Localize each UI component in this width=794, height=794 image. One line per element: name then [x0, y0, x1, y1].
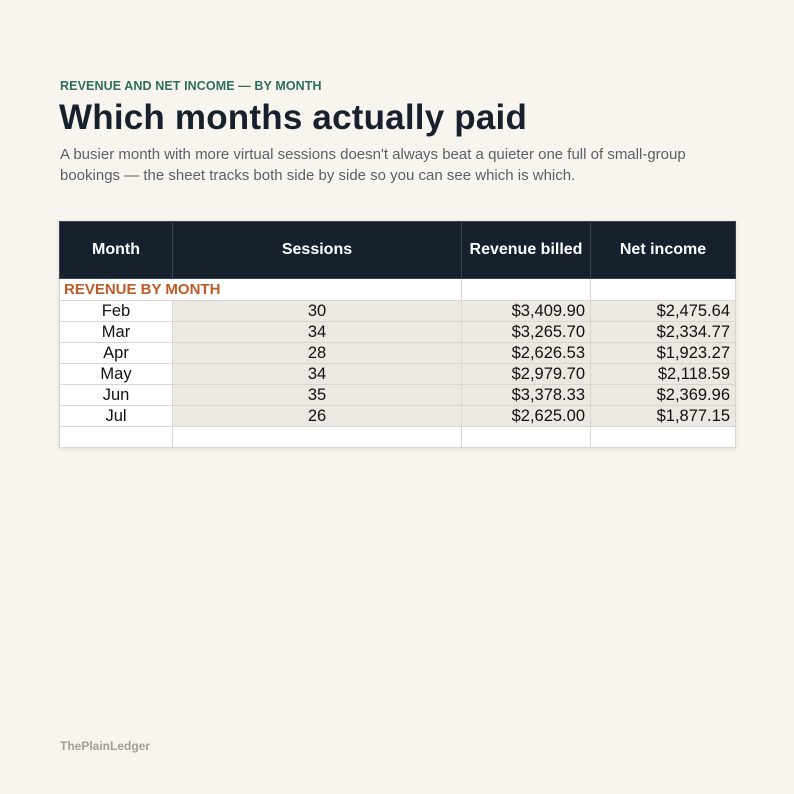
table-row: Apr 28 $2,626.53 $1,923.27	[59, 342, 736, 364]
table-row: Jul 26 $2,625.00 $1,877.15	[59, 405, 736, 427]
empty-cell[interactable]	[590, 426, 736, 448]
revenue-cell[interactable]: $2,625.00	[461, 405, 591, 427]
sheet-title-cell[interactable]: REVENUE BY MONTH	[59, 278, 462, 301]
net-income-cell[interactable]: $2,118.59	[590, 363, 736, 385]
header-net-income[interactable]: Net income	[590, 221, 736, 279]
header-revenue-billed[interactable]: Revenue billed	[461, 221, 591, 279]
sessions-cell[interactable]: 34	[172, 363, 462, 385]
revenue-cell[interactable]: $3,378.33	[461, 384, 591, 406]
month-cell[interactable]: Feb	[59, 300, 173, 322]
table-row: Mar 34 $3,265.70 $2,334.77	[59, 321, 736, 343]
month-cell[interactable]: Apr	[59, 342, 173, 364]
revenue-spreadsheet: REVENUE BY MONTH Month Sessions Revenue …	[59, 221, 736, 448]
month-cell[interactable]: May	[59, 363, 173, 385]
empty-cell[interactable]	[59, 426, 173, 448]
table-row: Jun 35 $3,378.33 $2,369.96	[59, 384, 736, 406]
revenue-cell[interactable]: $3,265.70	[461, 321, 591, 343]
page-subtitle: A busier month with more virtual session…	[60, 146, 686, 184]
empty-cell[interactable]	[172, 426, 462, 448]
revenue-cell[interactable]: $3,409.90	[461, 300, 591, 322]
net-income-cell[interactable]: $1,877.15	[590, 405, 736, 427]
net-income-cell[interactable]: $1,923.27	[590, 342, 736, 364]
sheet-title-section: REVENUE BY MONTH	[59, 278, 736, 301]
header-sessions[interactable]: Sessions	[172, 221, 462, 279]
month-cell[interactable]: Jul	[59, 405, 173, 427]
header-month[interactable]: Month	[59, 221, 173, 279]
page-title: Which months actually paid	[59, 98, 528, 137]
empty-cell[interactable]	[590, 278, 736, 301]
eyebrow-label: REVENUE AND NET INCOME — BY MONTH	[60, 79, 322, 93]
month-cell[interactable]: Mar	[59, 321, 173, 343]
empty-row	[59, 426, 736, 448]
net-income-cell[interactable]: $2,475.64	[590, 300, 736, 322]
net-income-cell[interactable]: $2,334.77	[590, 321, 736, 343]
revenue-cell[interactable]: $2,979.70	[461, 363, 591, 385]
net-income-cell[interactable]: $2,369.96	[590, 384, 736, 406]
empty-cell[interactable]	[461, 278, 591, 301]
brand-footer: ThePlainLedger	[60, 739, 151, 753]
month-cell[interactable]: Jun	[59, 384, 173, 406]
sessions-cell[interactable]: 30	[172, 300, 462, 322]
table-row: Feb 30 $3,409.90 $2,475.64	[59, 300, 736, 322]
sessions-cell[interactable]: 28	[172, 342, 462, 364]
sessions-cell[interactable]: 26	[172, 405, 462, 427]
sheet-body: Feb 30 $3,409.90 $2,475.64 Mar 34 $3,265…	[59, 300, 736, 448]
empty-cell[interactable]	[461, 426, 591, 448]
column-headers: Month Sessions Revenue billed Net income	[59, 221, 736, 279]
sessions-cell[interactable]: 35	[172, 384, 462, 406]
sheet-title-row: REVENUE BY MONTH	[59, 278, 736, 301]
header-row: Month Sessions Revenue billed Net income	[59, 221, 736, 279]
sessions-cell[interactable]: 34	[172, 321, 462, 343]
revenue-cell[interactable]: $2,626.53	[461, 342, 591, 364]
table-row: May 34 $2,979.70 $2,118.59	[59, 363, 736, 385]
